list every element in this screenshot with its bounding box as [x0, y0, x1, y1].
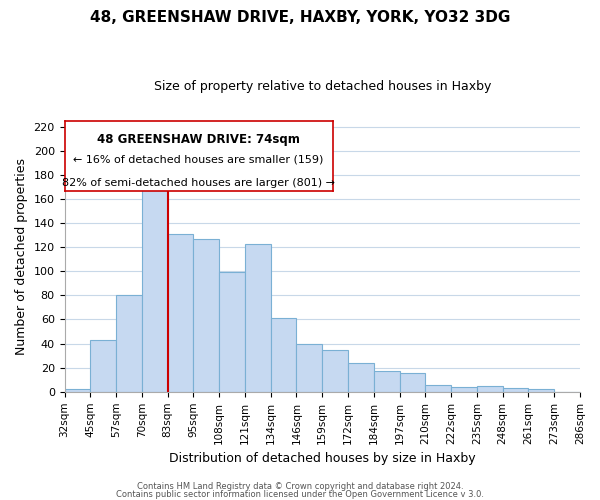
- Y-axis label: Number of detached properties: Number of detached properties: [15, 158, 28, 354]
- Bar: [296, 344, 322, 392]
- Bar: [503, 388, 529, 392]
- Bar: [245, 244, 271, 392]
- Text: Contains HM Land Registry data © Crown copyright and database right 2024.: Contains HM Land Registry data © Crown c…: [137, 482, 463, 491]
- Bar: [400, 372, 425, 392]
- Bar: [322, 350, 348, 392]
- Bar: [348, 363, 374, 392]
- Text: Contains public sector information licensed under the Open Government Licence v : Contains public sector information licen…: [116, 490, 484, 499]
- Bar: [193, 238, 219, 392]
- Bar: [142, 186, 167, 392]
- Bar: [451, 387, 477, 392]
- Text: 48, GREENSHAW DRIVE, HAXBY, YORK, YO32 3DG: 48, GREENSHAW DRIVE, HAXBY, YORK, YO32 3…: [90, 10, 510, 25]
- Title: Size of property relative to detached houses in Haxby: Size of property relative to detached ho…: [154, 80, 491, 93]
- Bar: [529, 390, 554, 392]
- Bar: [477, 386, 503, 392]
- Bar: [116, 296, 142, 392]
- Bar: [374, 372, 400, 392]
- Bar: [219, 272, 245, 392]
- Bar: [91, 340, 116, 392]
- Bar: [167, 234, 193, 392]
- Bar: [271, 318, 296, 392]
- Bar: [425, 384, 451, 392]
- X-axis label: Distribution of detached houses by size in Haxby: Distribution of detached houses by size …: [169, 452, 476, 465]
- Bar: [65, 390, 91, 392]
